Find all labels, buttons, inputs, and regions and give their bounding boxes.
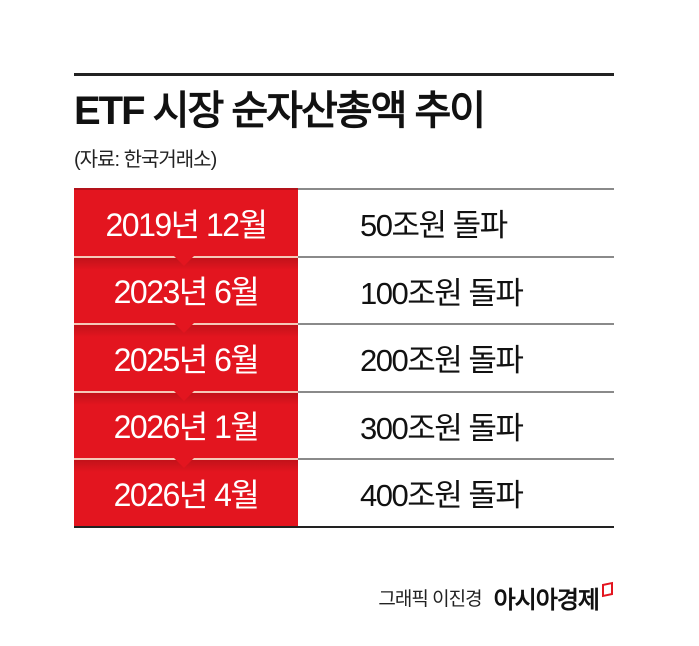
source-note: (자료: 한국거래소) [74, 149, 217, 171]
milestone-table: 2019년 12월 50조원 돌파 2023년 6월 100조원 돌파 2025… [74, 188, 614, 526]
table-row: 2026년 4월 400조원 돌파 [74, 458, 614, 526]
milestone-cell: 200조원 돌파 [298, 323, 614, 391]
footer-credit: 그래픽 이진경 아시아경제 [378, 580, 613, 615]
page-title: ETF 시장 순자산총액 추이 [74, 89, 486, 133]
date-label: 2023년 6월 [113, 274, 260, 311]
bottom-rule [74, 526, 614, 528]
graphic-credit: 그래픽 이진경 [378, 589, 482, 610]
brand-mark-icon [602, 581, 613, 598]
top-rule [74, 73, 614, 76]
date-cell: 2019년 12월 [74, 188, 298, 256]
table-row: 2026년 1월 300조원 돌파 [74, 390, 614, 459]
table-row: 2019년 12월 50조원 돌파 [74, 188, 614, 256]
milestone-cell: 400조원 돌파 [298, 458, 614, 526]
table-row: 2025년 6월 200조원 돌파 [74, 323, 614, 391]
date-label: 2026년 4월 [113, 476, 260, 513]
brand-name: 아시아경제 [493, 587, 600, 614]
date-cell: 2026년 1월 [74, 390, 298, 458]
date-cell: 2025년 6월 [74, 323, 298, 391]
milestone-cell: 100조원 돌파 [298, 255, 614, 324]
date-label: 2026년 1월 [113, 409, 260, 446]
milestone-cell: 300조원 돌파 [298, 390, 614, 459]
brand-logo: 아시아경제 [494, 580, 613, 615]
down-arrow-notch-icon [174, 323, 194, 333]
table-row: 2023년 6월 100조원 돌파 [74, 255, 614, 324]
date-cell: 2026년 4월 [74, 458, 298, 526]
down-arrow-notch-icon [174, 458, 194, 468]
down-arrow-notch-icon [174, 390, 194, 401]
date-label: 2025년 6월 [113, 341, 260, 378]
milestone-cell: 50조원 돌파 [298, 188, 614, 256]
down-arrow-notch-icon [174, 255, 194, 266]
date-cell: 2023년 6월 [74, 255, 298, 323]
